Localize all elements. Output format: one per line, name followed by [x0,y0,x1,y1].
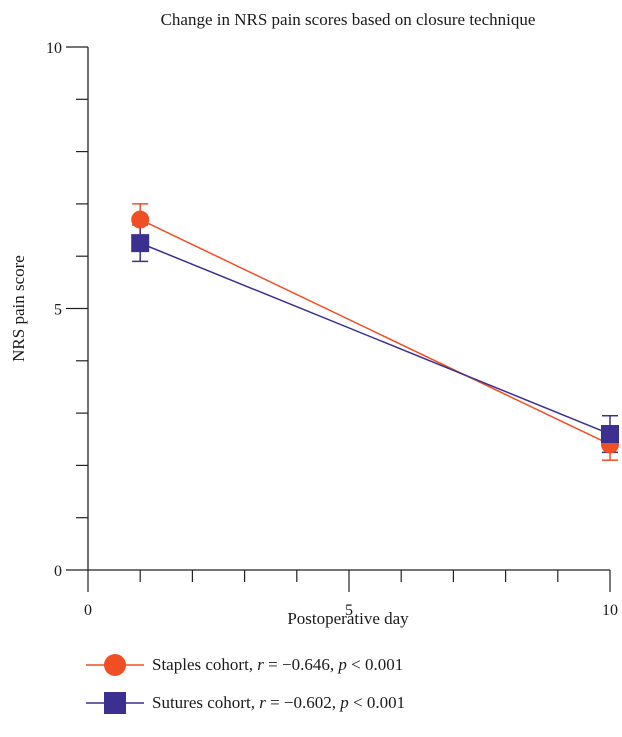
y-tick-label: 10 [46,40,62,57]
legend-label-staples: Staples cohort, r = −0.646, p < 0.001 [152,655,404,674]
y-tick-label: 5 [54,302,62,319]
y-axis-label: NRS pain score [9,255,28,362]
data-point-1 [601,425,619,444]
legend-marker-staples [86,654,144,676]
x-tick-label: 10 [602,602,618,619]
series-line-1 [139,242,611,435]
series-line-0 [139,218,611,446]
legend-item-sutures: Sutures cohort, r = −0.602, p < 0.001 [86,684,405,722]
y-tick-label: 0 [54,563,62,580]
x-axis-label: Postoperative day [287,609,409,628]
legend-item-staples: Staples cohort, r = −0.646, p < 0.001 [86,646,405,684]
data-point-1 [131,234,150,253]
chart-title: Change in NRS pain scores based on closu… [161,10,536,29]
x-tick-label: 5 [345,602,353,619]
legend-marker-sutures [86,692,144,714]
data-point-0 [131,210,150,229]
x-tick-label: 0 [84,602,92,619]
legend-label-sutures: Sutures cohort, r = −0.602, p < 0.001 [152,693,406,712]
chart: Change in NRS pain scores based on closu… [9,10,619,628]
legend: Staples cohort, r = −0.646, p < 0.001 Su… [86,646,405,722]
